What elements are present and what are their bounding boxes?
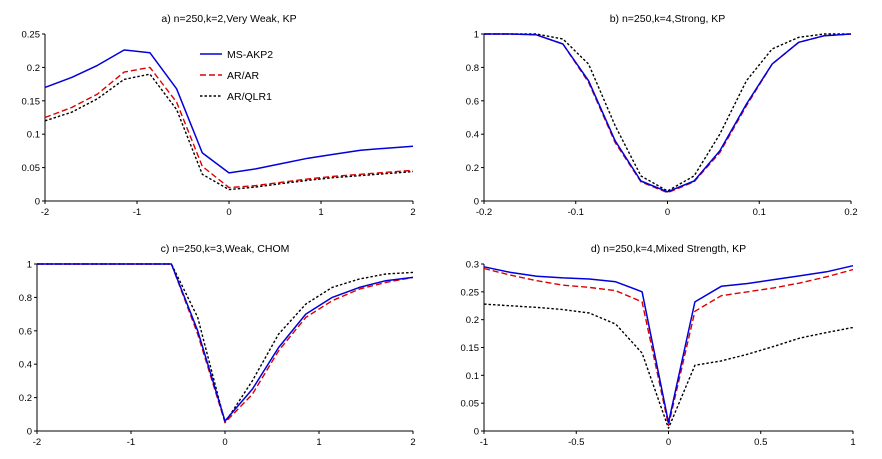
legend-label-ms-akp2: MS-AKP2 <box>227 49 273 61</box>
y-tick-label: 0.25 <box>22 30 41 41</box>
y-tick-label: 0.3 <box>466 260 479 271</box>
x-tick-label: 2 <box>410 437 415 448</box>
y-tick-label: 0 <box>474 427 479 438</box>
y-tick-label: 1 <box>474 30 479 41</box>
chart-panel-a: a) n=250,k=2,Very Weak, KP 0 0.05 0.1 0.15 0.… <box>22 13 416 218</box>
y-tick-label: 0 <box>35 197 40 208</box>
series-line-ms-akp2 <box>484 33 852 193</box>
x-tick-label: 0 <box>226 207 231 218</box>
series-line-ms-akp2 <box>44 49 414 174</box>
series-line-ar-qlr1 <box>483 303 854 429</box>
x-tick-label: 2 <box>410 207 415 218</box>
chart-panel-c: c) n=250,k=3,Weak, CHOM 0 0.2 0.4 0.6 0.8 1 -2 -… <box>19 243 416 448</box>
x-tick-label: -0.5 <box>568 437 584 448</box>
x-tick-label: 1 <box>316 437 321 448</box>
chart-title: b) n=250,k=4,Strong, KP <box>610 13 726 25</box>
x-tick-label: 1 <box>850 437 855 448</box>
y-tick-label: 0.05 <box>22 163 41 174</box>
y-tick-label: 0 <box>474 197 479 208</box>
x-tick-label: 0 <box>666 437 671 448</box>
series-line-ar-qlr1 <box>484 33 851 192</box>
y-tick-label: 1 <box>27 260 32 271</box>
legend-label-ar-ar: AR/AR <box>227 70 260 82</box>
y-tick-label: 0.1 <box>27 130 40 141</box>
x-tick-label: 0.5 <box>754 437 767 448</box>
series-line-ar-ar <box>44 66 414 189</box>
series-line-ms-akp2 <box>37 263 414 422</box>
series-line-ar-ar <box>37 263 414 424</box>
x-tick-label: -0.1 <box>568 207 584 218</box>
y-tick-label: 0.15 <box>22 96 41 107</box>
y-tick-label: 0.8 <box>19 293 32 304</box>
x-tick-label: 0.2 <box>844 207 857 218</box>
x-tick-label: -1 <box>127 437 135 448</box>
series-line-ms-akp2 <box>483 264 854 424</box>
y-tick-label: 0.15 <box>461 343 480 354</box>
y-tick-label: 0.6 <box>466 96 479 107</box>
y-tick-label: 0.8 <box>466 63 479 74</box>
x-tick-label: -2 <box>41 207 49 218</box>
y-tick-label: 0.2 <box>19 393 32 404</box>
x-tick-label: -2 <box>33 437 41 448</box>
y-tick-label: 0.2 <box>27 63 40 74</box>
x-tick-label: 1 <box>318 207 323 218</box>
x-tick-label: 0.1 <box>753 207 766 218</box>
chart-title: d) n=250,k=4,Mixed Strength, KP <box>591 243 746 255</box>
y-tick-label: 0.4 <box>19 360 32 371</box>
series-line-ar-qlr1 <box>44 73 414 191</box>
y-tick-label: 0.1 <box>466 371 479 382</box>
y-tick-label: 0.05 <box>461 399 480 410</box>
y-tick-label: 0.4 <box>466 130 479 141</box>
y-tick-label: 0.25 <box>461 287 480 298</box>
chart-panel-d: d) n=250,k=4,Mixed Strength, KP 0 0.05 0.1 0… <box>461 243 856 448</box>
y-tick-label: 0.6 <box>19 326 32 337</box>
y-tick-label: 0 <box>27 427 32 438</box>
legend-label-ar-qlr1: AR/QLR1 <box>227 91 272 103</box>
x-tick-label: -1 <box>480 437 488 448</box>
series-line-ar-ar <box>483 267 854 427</box>
series-line-ar-ar <box>484 33 852 194</box>
x-tick-label: 0 <box>222 437 227 448</box>
y-tick-label: 0.2 <box>466 163 479 174</box>
x-tick-label: -1 <box>133 207 141 218</box>
x-tick-label: 0 <box>665 207 670 218</box>
x-tick-label: -0.2 <box>476 207 492 218</box>
chart-title: c) n=250,k=3,Weak, CHOM <box>161 243 290 255</box>
chart-panel-b: b) n=250,k=4,Strong, KP 0 0.2 0.4 0.6 0.8 1 -0.… <box>466 13 858 218</box>
y-tick-label: 0.2 <box>466 315 479 326</box>
chart-title: a) n=250,k=2,Very Weak, KP <box>161 13 296 25</box>
